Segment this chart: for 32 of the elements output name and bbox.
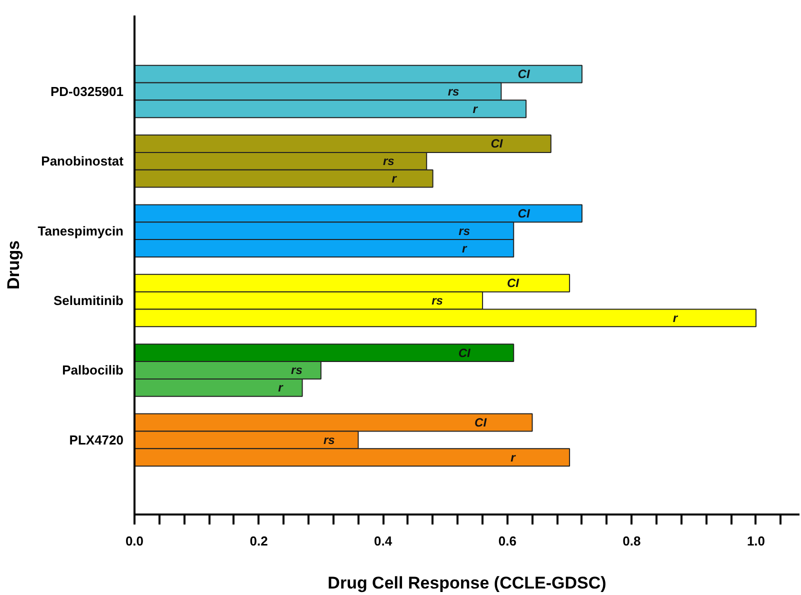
text: r — [392, 172, 396, 186]
x-tick-label: 0.0 — [125, 534, 144, 548]
text: r — [472, 102, 478, 116]
y-tick-label: PD-0325901 — [50, 84, 124, 99]
y-tick-label: Palbocilib — [62, 362, 124, 378]
text: r — [510, 450, 516, 464]
series-label: CI — [490, 136, 504, 151]
y-tick-label: Panobinostat — [41, 154, 124, 169]
text: CI — [458, 346, 470, 360]
x-tick-label: 1.0 — [746, 534, 766, 548]
text: rs — [448, 84, 460, 98]
text: r — [462, 241, 467, 256]
x-tick-label: 0.6 — [498, 534, 516, 548]
text: r — [278, 380, 283, 395]
text: rs — [382, 154, 394, 168]
series-label: rs — [432, 294, 444, 308]
x-tick-label: 0.8 — [622, 534, 641, 548]
y-tick-label: Tanespimycin — [38, 223, 124, 238]
text: CI — [518, 206, 530, 220]
y-tick-label: PLX4720 — [69, 432, 124, 448]
text: rs — [323, 432, 335, 447]
x-tick-label: 0.2 — [250, 534, 268, 548]
y-axis-title: Drugs — [4, 240, 23, 290]
series-label: r — [672, 310, 679, 325]
y-tick-label: Selumitinib — [53, 293, 124, 308]
text: CI — [518, 67, 530, 82]
text: CI — [474, 416, 487, 430]
x-axis-title: Drug Cell Response (CCLE-GDSC) — [328, 574, 606, 592]
text: CI — [506, 276, 519, 290]
x-tick-label: 0.4 — [374, 534, 393, 548]
text: rs — [291, 363, 302, 378]
text: rs — [458, 224, 470, 238]
